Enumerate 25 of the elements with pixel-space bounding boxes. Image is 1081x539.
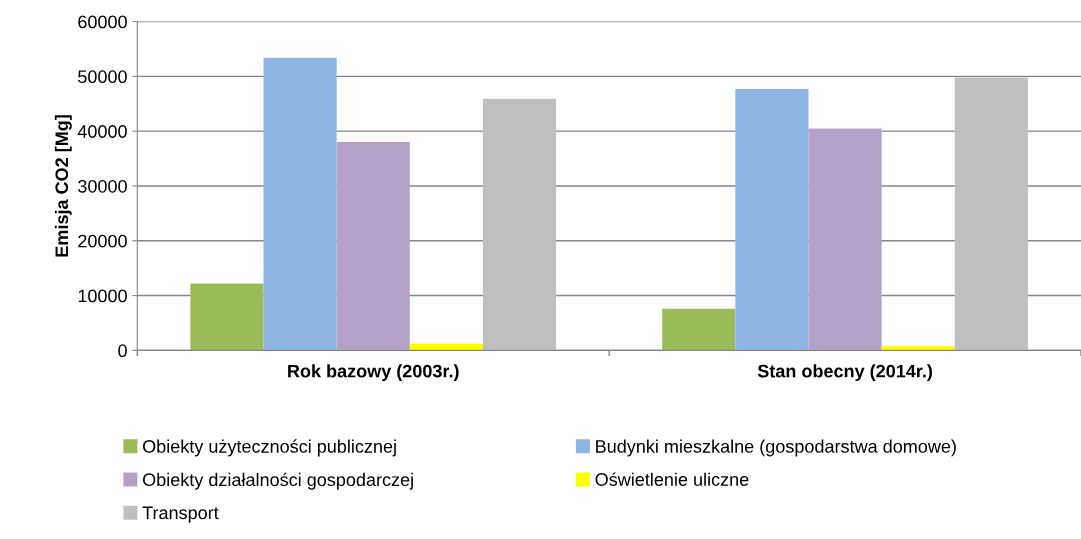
legend-label: Transport bbox=[142, 506, 219, 523]
bar bbox=[263, 57, 337, 351]
bar bbox=[409, 343, 483, 351]
legend-label: Obiekty użyteczności publicznej bbox=[142, 439, 396, 457]
bar bbox=[808, 128, 882, 351]
bar bbox=[482, 98, 557, 351]
legend-label: Oświetlenie uliczne bbox=[595, 472, 749, 486]
bar bbox=[190, 283, 264, 351]
y-tick-label: 0 bbox=[118, 344, 127, 358]
y-tick-label: 60000 bbox=[78, 15, 127, 29]
y-tick-label: 40000 bbox=[77, 125, 127, 138]
y-tick-label: 30000 bbox=[78, 179, 127, 193]
bar bbox=[735, 88, 809, 351]
y-tick-label: 10000 bbox=[78, 289, 127, 303]
y-axis-title: Emisja CO2 [Mg] bbox=[54, 115, 72, 257]
bar bbox=[662, 308, 736, 351]
x-tick-label: Stan obecny (2014r.) bbox=[757, 364, 932, 382]
legend-label: Obiekty działalności gospodarczej bbox=[142, 472, 413, 490]
legend-label: Budynki mieszkalne (gospodarstwa domowe) bbox=[596, 439, 956, 457]
bar bbox=[954, 77, 1028, 351]
y-tick-label: 50000 bbox=[78, 70, 127, 84]
x-tick-label: Rok bazowy (2003r.) bbox=[288, 364, 459, 382]
y-tick-label: 20000 bbox=[78, 234, 127, 248]
bar bbox=[881, 345, 955, 351]
bar bbox=[336, 142, 410, 351]
